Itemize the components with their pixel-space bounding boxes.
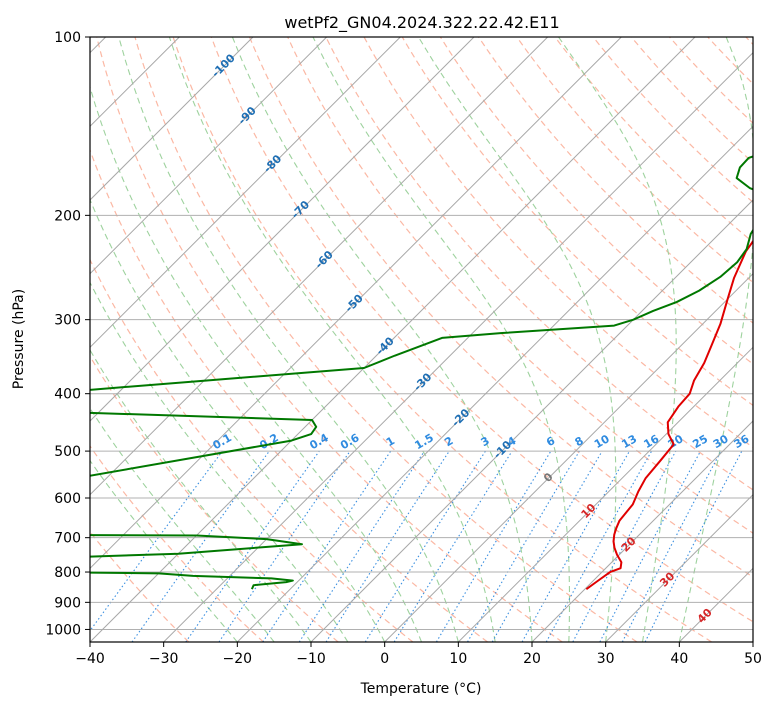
mixing-ratio-line [545,450,653,642]
moist-adiabat-line [90,459,238,642]
x-axis-label: Temperature (°C) [360,681,482,697]
y-tick-label: 500 [54,444,81,460]
y-tick-label: 100 [54,30,81,46]
isotherm-line [457,346,753,642]
y-tick-label: 400 [54,387,81,403]
sounding-profiles [90,155,753,590]
x-axis-ticks: −40 −30 −20 −10 0 10 20 30 40 50 [75,642,762,667]
mixing-ratio-line [262,450,392,642]
x-tick-label: 20 [523,651,541,667]
y-tick-label: 300 [54,313,81,329]
isotherm-line [310,199,753,642]
moist-adiabat-line [231,37,533,642]
isotherm-line [605,493,753,642]
dry-adiabat-line [248,37,753,578]
mixing-ratio-line [521,450,630,642]
moist-adiabat-line [558,37,677,642]
x-tick-label: 0 [380,651,389,667]
mixing-ratio-line [393,450,513,642]
moist-adiabat-line [90,281,349,642]
y-tick-label: 600 [54,491,81,507]
dry-adiabat-line [287,37,753,534]
isotherm-line [90,37,696,642]
dewpoint-profile [90,155,753,590]
y-axis-label: Pressure (hPa) [11,289,27,389]
isotherm-line [236,125,753,642]
moist-adiabat-line [168,37,496,642]
plot-frame [89,36,754,643]
mixing-ratio-line [325,450,450,642]
mixing-ratio-line [218,450,351,642]
y-tick-label: 900 [54,595,81,611]
x-tick-label: 10 [449,651,467,667]
y-tick-label: 1000 [45,622,81,638]
x-tick-label: −20 [223,651,253,667]
mixing-ratio-line [90,450,223,632]
mixing-ratio-line [644,450,743,642]
isotherm-line [90,37,549,496]
isotherm-line [90,37,622,570]
dry-adiabat-line [325,37,753,491]
dry-adiabat-line [134,37,638,642]
isotherm-line [90,37,254,201]
mixing-ratio-lines [90,450,743,642]
moist-adiabat-line [90,407,275,642]
y-axis-ticks: 100 200 300 400 500 600 700 800 900 1000 [45,30,90,638]
skewed-isotherms [90,37,753,642]
moist-adiabat-line [678,37,753,642]
dry-adiabat-line [96,37,563,642]
chart-title: wetPf2_GN04.2024.322.22.42.E11 [284,13,559,33]
moist-adiabat-line [417,37,617,642]
pressure-gridlines [90,37,753,630]
dry-adiabat-line [90,355,339,642]
x-tick-label: 40 [670,651,688,667]
x-tick-label: 30 [597,651,615,667]
isotherm-line [90,37,401,349]
isotherm-line [90,37,475,422]
isotherm-line [90,37,328,275]
x-tick-label: −30 [149,651,179,667]
mixing-ratio-line [185,450,320,642]
x-tick-label: 50 [744,651,762,667]
dry-adiabat-line [172,37,713,642]
temperature-profile [585,239,753,590]
dry-adiabat-line [516,37,753,284]
y-tick-label: 800 [54,565,81,581]
mixing-ratio-line [572,450,677,642]
y-tick-label: 200 [54,208,81,224]
y-tick-label: 700 [54,531,81,547]
dry-adiabat-line [210,37,753,623]
dry-adiabat-line [90,258,414,642]
isotherm-line [163,51,753,642]
dry-adiabat-line [90,444,264,642]
dry-adiabats [90,37,753,642]
isotherm-line [384,272,753,642]
mixing-ratio-line [131,450,270,642]
mixing-ratio-line [298,450,425,642]
x-tick-label: −40 [75,651,105,667]
moist-adiabat-line [90,85,423,642]
plot-area: -100-90-80-70-60-50-40-30-20-10010203040… [90,37,753,642]
moist-adiabat-line [90,198,386,642]
moist-adiabat-line [312,37,571,642]
isotherm-line [531,420,753,642]
x-tick-label: −10 [296,651,326,667]
